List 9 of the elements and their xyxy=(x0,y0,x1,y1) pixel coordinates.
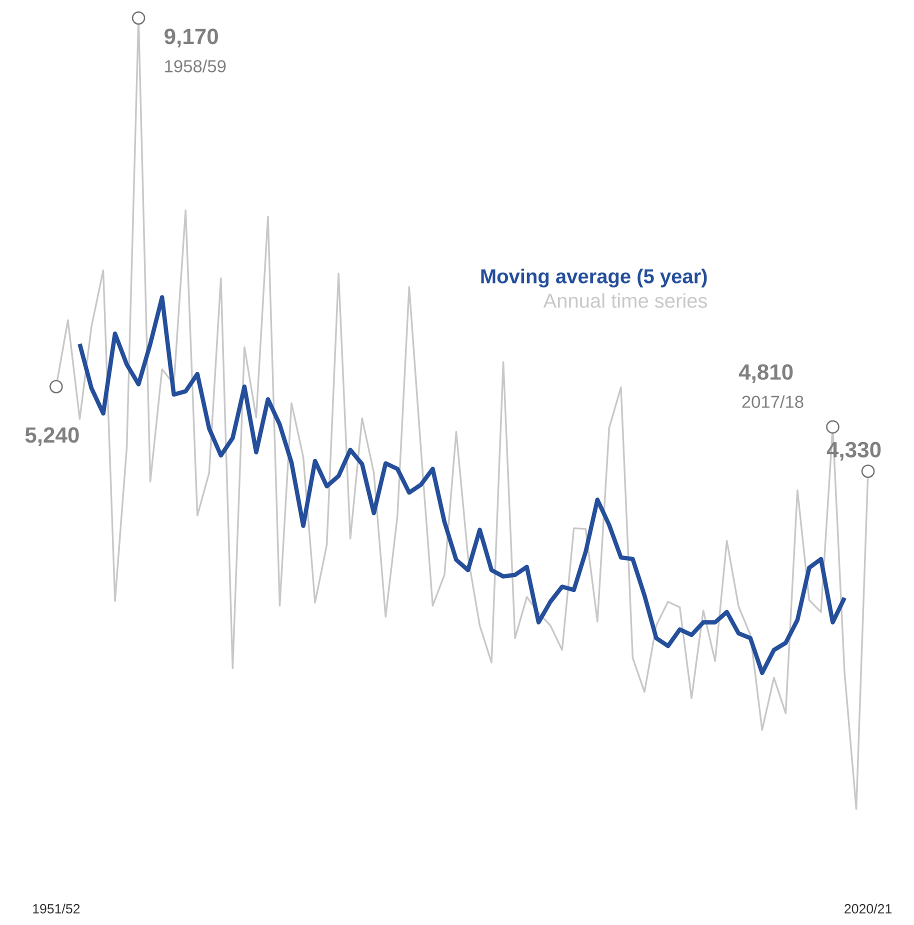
x-tick-label: 2020/21 xyxy=(844,904,892,914)
annotation: 9,170 xyxy=(164,28,218,48)
annotation: 2017/18 xyxy=(742,395,804,408)
annotation: 4,330 xyxy=(826,442,881,461)
annotation: 4,810 xyxy=(738,364,793,384)
text: Moving average (5 year) xyxy=(481,268,707,288)
annotation: 5,240 xyxy=(25,427,79,446)
x-tick-label: 1951/52 xyxy=(33,904,80,914)
annotation: 1958/59 xyxy=(165,60,226,72)
